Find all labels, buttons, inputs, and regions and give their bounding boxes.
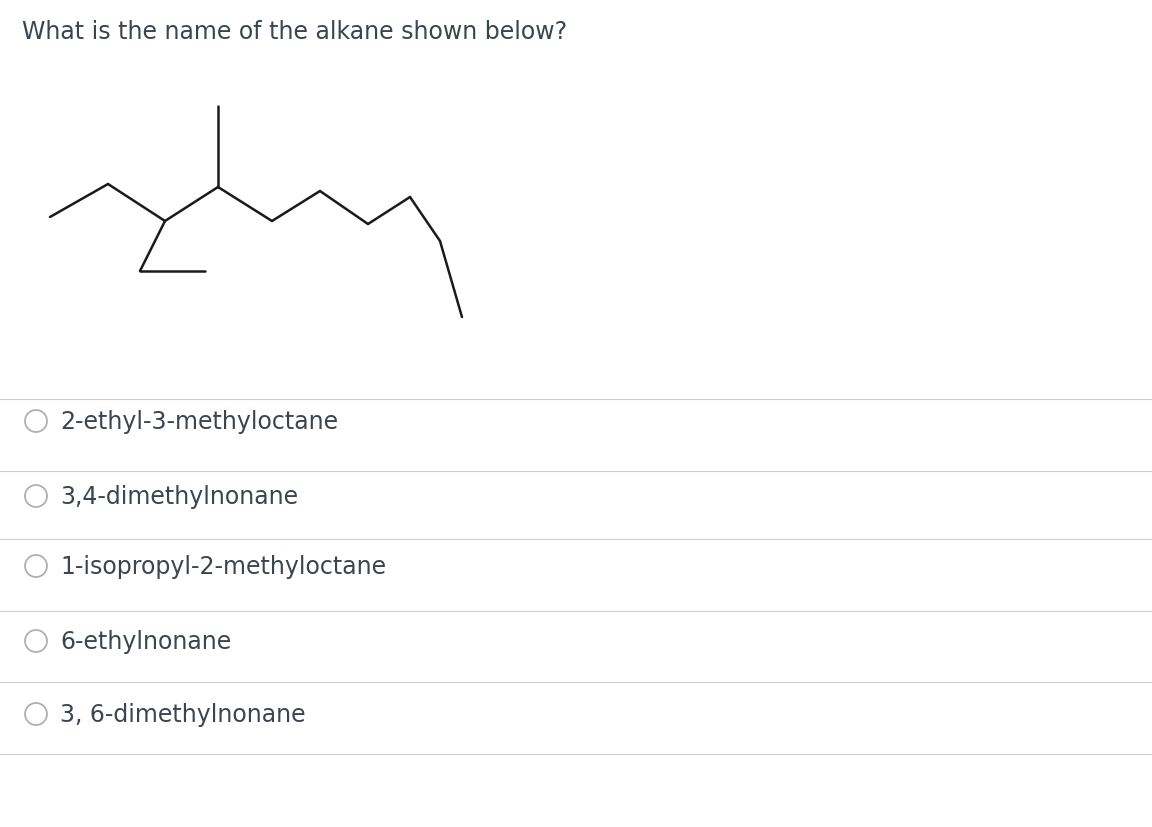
Text: 1-isopropyl-2-methyloctane: 1-isopropyl-2-methyloctane (60, 554, 386, 578)
Text: What is the name of the alkane shown below?: What is the name of the alkane shown bel… (22, 20, 567, 44)
Circle shape (25, 703, 47, 725)
Text: 3,4-dimethylnonane: 3,4-dimethylnonane (60, 485, 298, 509)
Circle shape (25, 630, 47, 653)
Text: 6-ethylnonane: 6-ethylnonane (60, 629, 232, 653)
Text: 2-ethyl-3-methyloctane: 2-ethyl-3-methyloctane (60, 409, 339, 433)
Circle shape (25, 485, 47, 508)
Text: 3, 6-dimethylnonane: 3, 6-dimethylnonane (60, 702, 305, 726)
Circle shape (25, 555, 47, 577)
Circle shape (25, 410, 47, 433)
